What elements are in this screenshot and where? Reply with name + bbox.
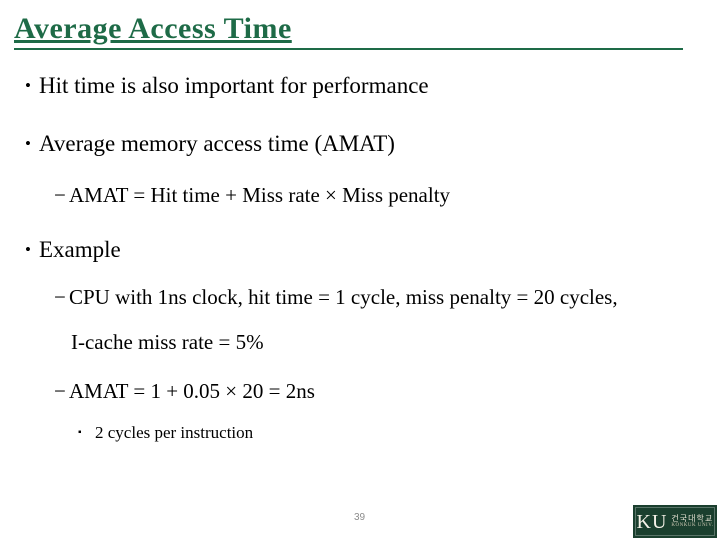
bullet-icon: • bbox=[25, 134, 31, 153]
sub-item-text: CPU with 1ns clock, hit time = 1 cycle, … bbox=[69, 285, 618, 309]
slide-title: Average Access Time bbox=[14, 12, 292, 45]
bullet-icon: • bbox=[25, 240, 31, 259]
sub-sub-item-cycles: ▪ 2 cycles per instruction bbox=[78, 423, 253, 443]
dash-icon: − bbox=[54, 379, 66, 403]
logo-english-text: KONKUK UNIV. bbox=[671, 523, 714, 529]
sub-item-text: AMAT = Hit time + Miss rate × Miss penal… bbox=[69, 183, 451, 207]
bullet-item-example: • Example bbox=[25, 236, 121, 264]
logo-korean-text: 건국대학교 bbox=[671, 513, 714, 523]
page-number: 39 bbox=[354, 512, 366, 523]
sub-item-text: I-cache miss rate = 5% bbox=[71, 330, 264, 354]
bullet-text: Hit time is also important for performan… bbox=[39, 73, 429, 98]
dash-icon: − bbox=[54, 285, 66, 309]
bullet-text: Example bbox=[39, 237, 121, 262]
sub-item-cpu-spec: − CPU with 1ns clock, hit time = 1 cycle,… bbox=[54, 285, 618, 310]
title-underline-rule bbox=[14, 48, 683, 50]
logo-text-block: 건국대학교 KONKUK UNIV. bbox=[671, 514, 713, 530]
bullet-text: Average memory access time (AMAT) bbox=[39, 131, 395, 156]
square-bullet-icon: ▪ bbox=[78, 427, 82, 438]
bullet-item-hit-time: • Hit time is also important for performa… bbox=[25, 72, 429, 100]
sub-item-icache-miss-rate: I-cache miss rate = 5% bbox=[71, 330, 264, 355]
university-logo: KU 건국대학교 KONKUK UNIV. bbox=[633, 505, 717, 538]
bullet-item-amat: • Average memory access time (AMAT) bbox=[25, 130, 395, 158]
ku-logo-text: KU bbox=[636, 510, 668, 533]
sub-item-amat-formula: − AMAT = Hit time + Miss rate × Miss pena… bbox=[54, 183, 450, 208]
bullet-icon: • bbox=[25, 76, 31, 95]
sub-sub-item-text: 2 cycles per instruction bbox=[95, 423, 254, 442]
sub-item-amat-calculation: − AMAT = 1 + 0.05 × 20 = 2ns bbox=[54, 379, 315, 404]
sub-item-text: AMAT = 1 + 0.05 × 20 = 2ns bbox=[69, 379, 315, 403]
dash-icon: − bbox=[54, 183, 66, 207]
